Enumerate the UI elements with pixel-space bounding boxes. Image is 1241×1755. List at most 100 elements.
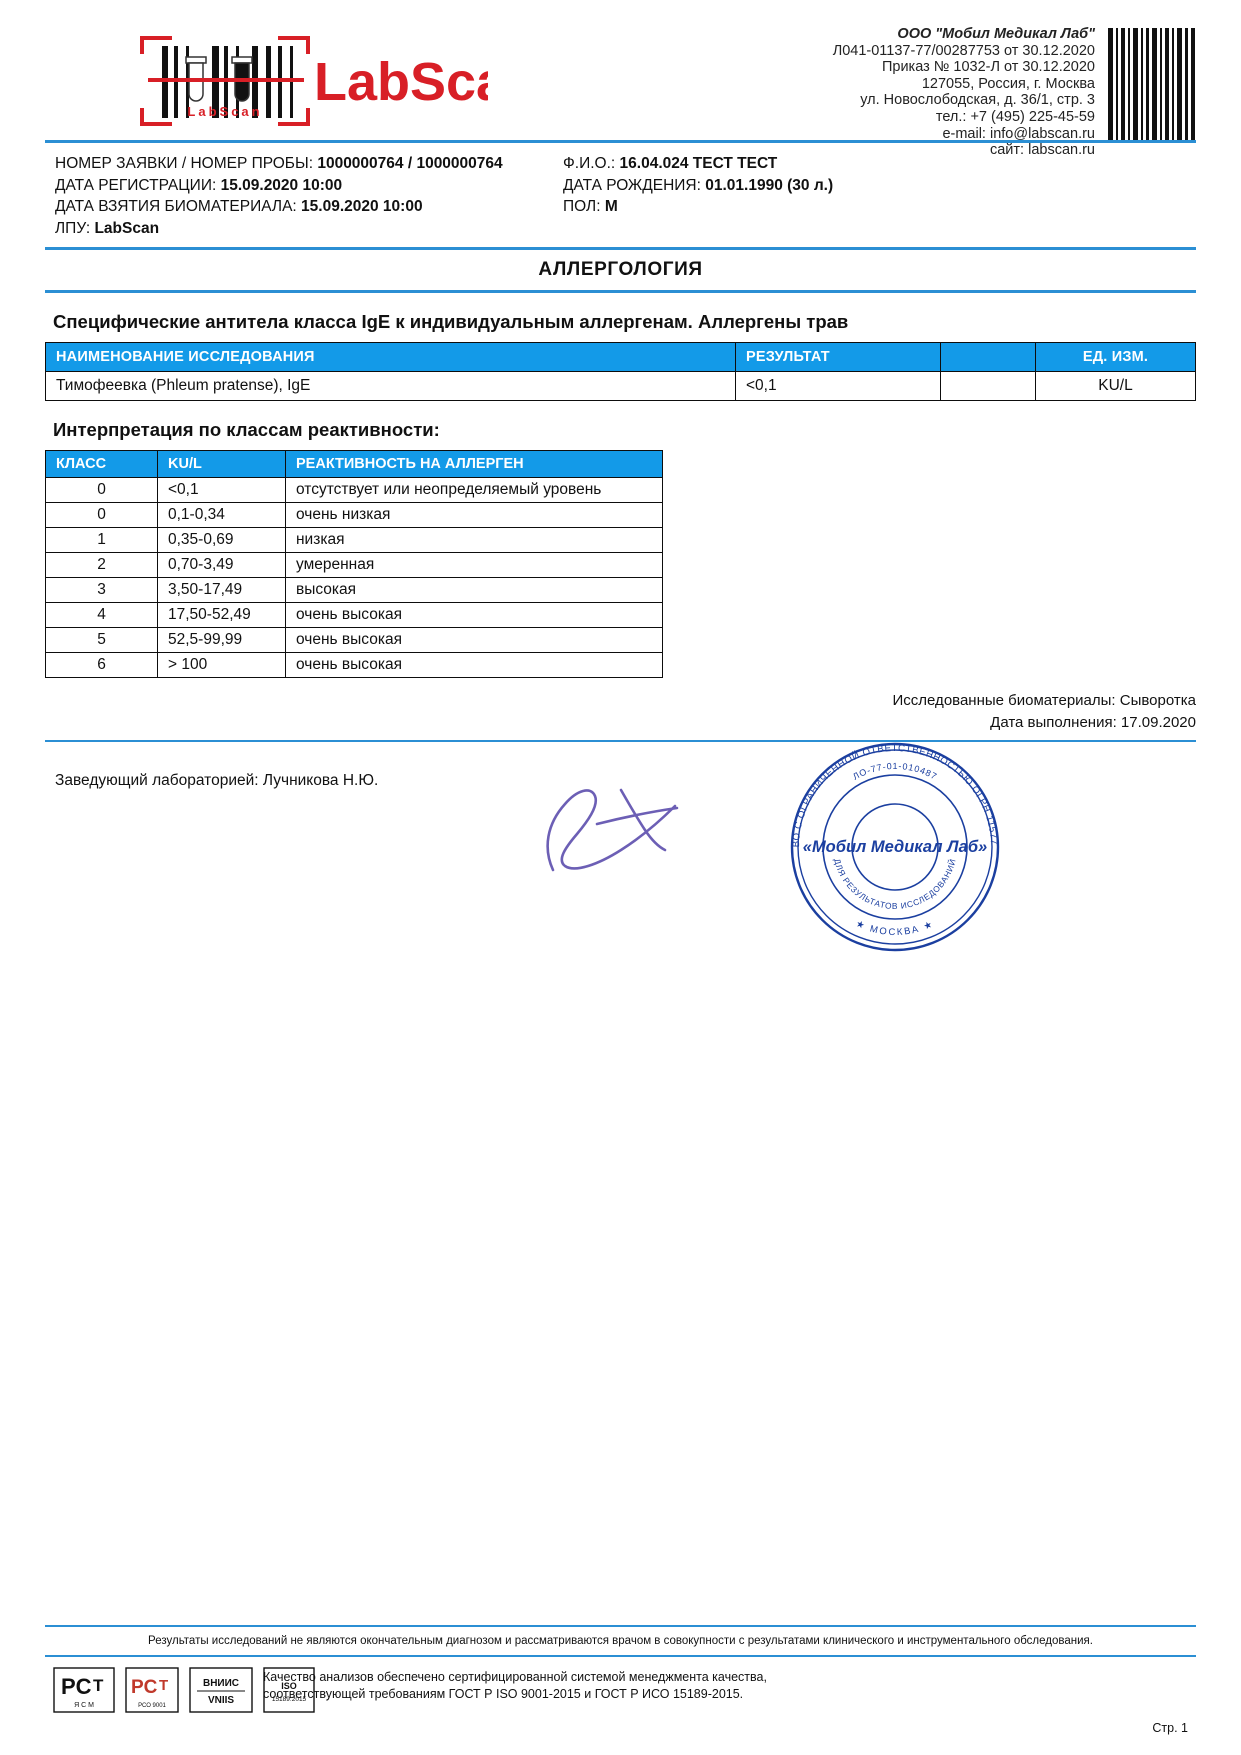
class-ku-range: 17,50-52,49 (157, 602, 286, 628)
class-number: 5 (45, 627, 158, 653)
company-license: Л041-01137-77/00287753 от 30.12.2020 (832, 42, 1095, 59)
collection-date-row: ДАТА ВЗЯТИЯ БИОМАТЕРИАЛА: 15.09.2020 10:… (55, 196, 503, 218)
table-row: 1 0,35-0,69 низкая (45, 527, 663, 553)
results-col-result: РЕЗУЛЬТАТ (735, 342, 941, 372)
class-ku-range: 3,50-17,49 (157, 577, 286, 603)
classes-col-class: КЛАСС (45, 450, 158, 478)
class-ku-range: > 100 (157, 652, 286, 678)
birth-date-label: ДАТА РОЖДЕНИЯ: (563, 176, 701, 194)
classes-body: 0 <0,1 отсутствует или неопределяемый уров… (45, 477, 663, 678)
class-reactivity: отсутствует или неопределяемый уровень (285, 477, 663, 503)
company-contact-block: ООО "Мобил Медикал Лаб" Л041-01137-77/00… (833, 26, 1095, 159)
meta-divider (45, 740, 1196, 742)
class-reactivity: очень высокая (285, 627, 663, 653)
registration-date-label: ДАТА РЕГИСТРАЦИИ: (55, 176, 217, 194)
sex-row: ПОЛ: М (563, 196, 833, 218)
rst-iso-icon: PC T РСО 9001 (125, 1667, 179, 1713)
section-divider-bottom (45, 290, 1196, 293)
patient-info: НОМЕР ЗАЯВКИ / НОМЕР ПРОБЫ: 1000000764 /… (45, 143, 1196, 247)
lpu-value: LabScan (94, 219, 160, 237)
results-table: НАИМЕНОВАНИЕ ИССЛЕДОВАНИЯ РЕЗУЛЬТАТ ЕД. … (45, 342, 1196, 401)
stamp-mid-text: ДЛЯ РЕЗУЛЬТАТОВ ИССЛЕДОВАНИЙ (832, 857, 957, 911)
svg-text:15189:2015: 15189:2015 (272, 1696, 307, 1703)
order-number-value: 1000000764 / 1000000764 (317, 155, 503, 172)
results-col-gap (940, 342, 1036, 372)
svg-text:LabScan: LabScan (187, 104, 262, 119)
lab-head-label: Заведующий лабораторией: Лучникова Н.Ю. (55, 772, 379, 789)
class-number: 2 (45, 552, 158, 578)
class-reactivity: умеренная (285, 552, 663, 578)
svg-text:LabScan: LabScan (314, 52, 488, 112)
classes-header-row: КЛАСС KU/L РЕАКТИВНОСТЬ НА АЛЛЕРГЕН (45, 450, 663, 478)
header-divider (45, 140, 1196, 143)
quality-statement: Качество анализов обеспечено сертифициро… (263, 1669, 767, 1703)
class-ku-range: <0,1 (157, 477, 286, 503)
class-ku-range: 52,5-99,99 (157, 627, 286, 653)
result-value: <0,1 (735, 371, 941, 401)
footer-body: PC T Я С М PC T РСО 9001 ВНИИС VNIIS (45, 1657, 1196, 1737)
company-name: ООО "Мобил Медикал Лаб" (897, 26, 1095, 42)
registration-date-value: 15.09.2020 10:00 (220, 176, 343, 194)
results-col-unit: ЕД. ИЗМ. (1035, 342, 1196, 372)
certification-logos: PC T Я С М PC T РСО 9001 ВНИИС VNIIS (53, 1667, 315, 1713)
table-row: 4 17,50-52,49 очень высокая (45, 602, 663, 628)
company-email: e-mail: info@labscan.ru (942, 125, 1095, 142)
birth-date-row: ДАТА РОЖДЕНИЯ: 01.01.1990 (30 л.) (563, 175, 833, 197)
svg-text:ДЛЯ РЕЗУЛЬТАТОВ ИССЛЕДОВАНИЙ: ДЛЯ РЕЗУЛЬТАТОВ ИССЛЕДОВАНИЙ (832, 857, 958, 911)
sex-label: ПОЛ: (563, 198, 601, 215)
stamp-outer-text: ОБЩЕСТВО С ОГРАНИЧЕННОЙ ОТВЕТСТВЕННОСТЬЮ… (775, 724, 998, 848)
quality-line-1: Качество анализов обеспечено сертифициро… (263, 1670, 767, 1684)
table-row: 0 <0,1 отсутствует или неопределяемый уров… (45, 477, 663, 503)
table-row: 6 > 100 очень высокая (45, 652, 663, 678)
class-number: 3 (45, 577, 158, 603)
report-header: LabScan LabScan ООО "Мобил Медикал Лаб" … (0, 0, 1241, 158)
svg-text:Я С М: Я С М (74, 1702, 94, 1709)
result-name: Тимофеевка (Phleum pratense), IgE (45, 371, 736, 401)
svg-text:PC: PC (131, 1677, 158, 1698)
footer-disclaimer: Результаты исследований не являются окон… (148, 1635, 1093, 1647)
signature-area: Заведующий лабораторией: Лучникова Н.Ю. (45, 724, 1196, 1062)
svg-text:ОБЩЕСТВО С ОГРАНИЧЕННОЙ ОТВЕТС: ОБЩЕСТВО С ОГРАНИЧЕННОЙ ОТВЕТСТВЕННОСТЬЮ… (780, 732, 999, 848)
class-reactivity: очень высокая (285, 602, 663, 628)
class-reactivity: высокая (285, 577, 663, 603)
company-phone: тел.: +7 (495) 225-45-59 (935, 108, 1095, 125)
order-number-row: НОМЕР ЗАЯВКИ / НОМЕР ПРОБЫ: 1000000764 /… (55, 153, 503, 175)
patient-name-row: Ф.И.О.: 16.04.024 ТЕСТ ТЕСТ (563, 153, 833, 175)
reactivity-classes-table: КЛАСС KU/L РЕАКТИВНОСТЬ НА АЛЛЕРГЕН 0 <0,… (45, 450, 663, 678)
patient-name-label: Ф.И.О.: (563, 155, 616, 172)
patient-col-left: НОМЕР ЗАЯВКИ / НОМЕР ПРОБЫ: 1000000764 /… (55, 153, 503, 239)
handwritten-signature (525, 752, 755, 897)
collection-date-value: 15.09.2020 10:00 (301, 198, 423, 215)
table-row: 2 0,70-3,49 умеренная (45, 552, 663, 578)
footer-divider-bottom (45, 1655, 1196, 1657)
page-number: Стр. 1 (1152, 1721, 1188, 1735)
svg-text:T: T (93, 1676, 104, 1695)
svg-text:РСО 9001: РСО 9001 (138, 1703, 166, 1709)
footer-divider-top (45, 1625, 1196, 1627)
patient-col-right: Ф.И.О.: 16.04.024 ТЕСТ ТЕСТ ДАТА РОЖДЕНИ… (563, 153, 833, 218)
svg-text:PC: PC (61, 1674, 92, 1699)
sex-value: М (604, 198, 618, 215)
stamp-bottom-text: ★ МОСКВА ★ (854, 918, 934, 938)
report-meta: Исследованные биоматериалы: Сыворотка Да… (45, 690, 1196, 734)
patient-name-value: 16.04.024 ТЕСТ ТЕСТ (619, 155, 778, 172)
company-order: Приказ № 1032-Л от 30.12.2020 (881, 59, 1095, 76)
report-footer: Результаты исследований не являются окон… (0, 1625, 1241, 1755)
vniis-icon: ВНИИС VNIIS (189, 1667, 253, 1713)
results-table-header-row: НАИМЕНОВАНИЕ ИССЛЕДОВАНИЯ РЕЗУЛЬТАТ ЕД. … (45, 342, 1196, 372)
lpu-label: ЛПУ: (55, 219, 91, 237)
svg-text:ЛО-77-01-010487: ЛО-77-01-010487 (851, 761, 939, 782)
company-stamp: ОБЩЕСТВО С ОГРАНИЧЕННОЙ ОТВЕТСТВЕННОСТЬЮ… (775, 724, 1010, 967)
section-title: АЛЛЕРГОЛОГИЯ (538, 259, 703, 280)
class-ku-range: 0,70-3,49 (157, 552, 286, 578)
classes-col-reactivity: РЕАКТИВНОСТЬ НА АЛЛЕРГЕН (285, 450, 663, 478)
registration-date-row: ДАТА РЕГИСТРАЦИИ: 15.09.2020 10:00 (55, 175, 503, 197)
svg-text:T: T (159, 1677, 168, 1694)
collection-date-label: ДАТА ВЗЯТИЯ БИОМАТЕРИАЛА: (55, 198, 297, 215)
labscan-logo-svg: LabScan LabScan (140, 36, 488, 126)
table-row: 5 52,5-99,99 очень высокая (45, 627, 663, 653)
table-row: Тимофеевка (Phleum pratense), IgE <0,1 K… (45, 371, 1196, 401)
classes-title: Интерпретация по классам реактивности: (53, 419, 440, 440)
svg-text:VNIIS: VNIIS (208, 1695, 234, 1706)
